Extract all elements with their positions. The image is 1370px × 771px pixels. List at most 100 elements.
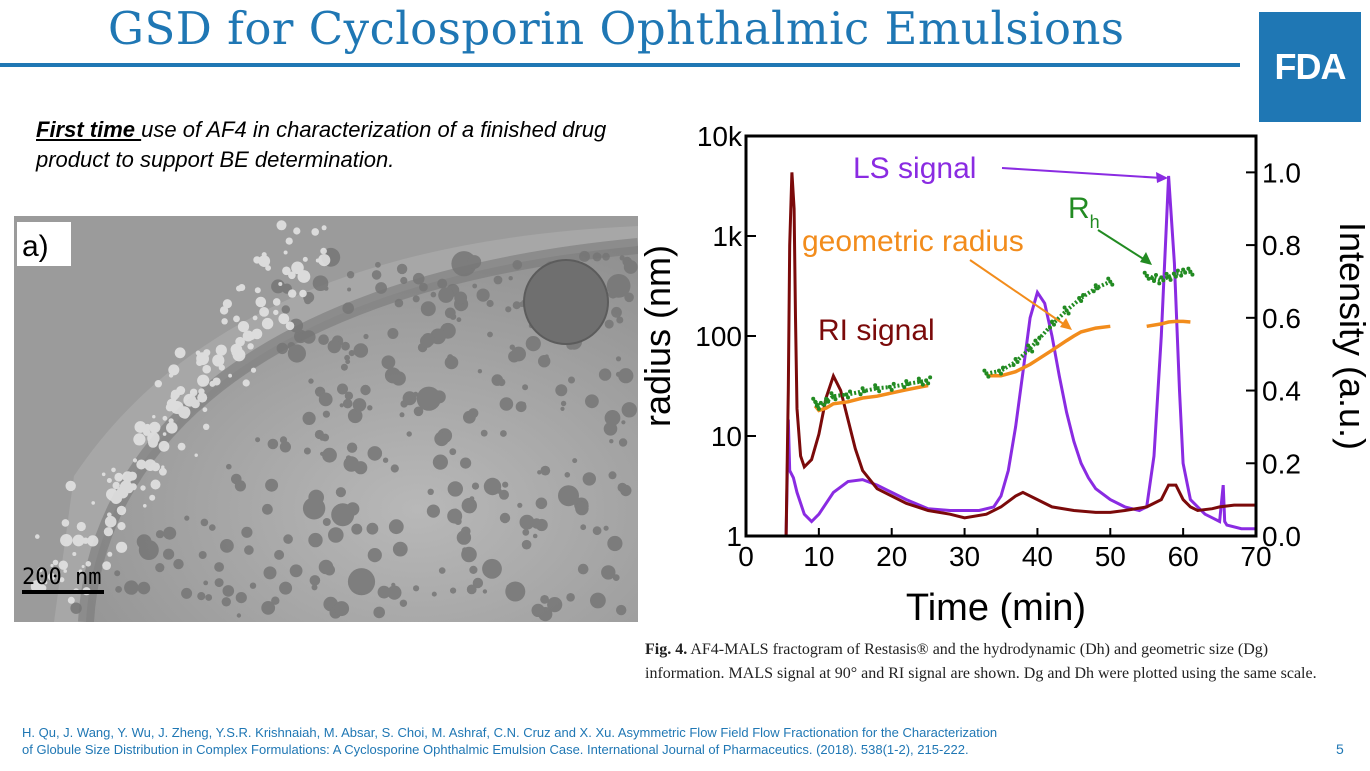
bright-particle [168,418,174,424]
rh-label: Rh [1068,192,1100,232]
globule [412,272,425,285]
globule [394,298,404,308]
bright-particle [170,401,184,414]
globule [267,438,279,450]
globule [304,296,312,305]
globule [493,275,503,285]
geometric-arrow [969,259,1066,326]
globule [472,283,478,289]
rh-point [986,374,991,379]
bright-particle [65,480,76,492]
reference-citation: H. Qu, J. Wang, Y. Wu, J. Zheng, Y.S.R. … [22,724,1222,758]
bright-particle [158,440,170,452]
bright-particle [134,421,147,433]
globule [311,584,318,591]
globule [184,515,190,521]
rh-point [1106,276,1111,281]
reference-line-1: H. Qu, J. Wang, Y. Wu, J. Zheng, Y.S.R. … [22,725,998,740]
bright-particle [196,359,204,366]
globule [163,526,177,540]
globule [560,400,567,407]
globule [271,596,280,605]
globule [303,447,311,455]
bright-particle [222,299,232,309]
globule [616,604,627,616]
rh-point [873,383,878,388]
globule [344,354,350,361]
bright-particle [78,569,83,573]
globule [558,485,579,507]
globule [521,539,532,550]
globule [608,471,617,480]
intro-rest: use of AF4 in characterization of a fini… [36,117,607,172]
bright-particle [50,563,54,568]
globule [271,279,286,294]
globule [342,398,353,409]
globule [261,601,276,615]
globule [347,568,376,596]
globule [203,580,209,586]
bright-particle [250,367,257,373]
cryo-tem-micrograph: a) 200 nm [14,216,638,622]
bright-particle [315,258,320,263]
y-right-tick-label: 0.8 [1262,230,1301,261]
globule [480,429,488,437]
globule [601,565,616,580]
bright-particle [82,537,89,544]
page-number: 5 [1336,741,1344,757]
bright-particle [259,307,269,317]
globule [566,593,575,602]
bright-particle [218,364,225,371]
bright-particle [151,462,161,472]
globule [447,508,463,524]
globule [508,276,513,281]
globule [511,346,526,362]
globule [302,497,326,520]
globule [124,580,139,595]
globule [346,442,358,453]
globule [281,305,290,314]
globule [617,482,628,493]
globule [335,487,346,498]
globule [318,559,334,575]
bright-particle [252,315,258,321]
globule [312,275,329,291]
globule [540,465,551,476]
globule [387,585,402,600]
globule [469,565,478,574]
bright-particle [76,521,86,532]
globule [482,558,502,579]
globule [363,333,369,340]
bright-particle [219,306,229,315]
globule [322,410,330,418]
globule [430,291,437,298]
bright-particle [150,479,161,490]
globule [623,260,638,274]
rh-point [1142,270,1147,275]
rh-point [1164,271,1169,276]
bright-particle [202,364,211,374]
globule [390,464,399,473]
globule [321,433,330,442]
globule [450,587,457,594]
bright-particle [103,527,113,537]
bright-particle [152,415,156,419]
bright-particle [106,478,112,483]
globule [469,496,475,501]
bright-particle [110,493,122,504]
globule [419,282,428,292]
panel-label-box [17,222,71,266]
globule [482,589,488,594]
bright-particle [149,494,156,501]
globule [540,595,549,604]
globule [173,558,184,570]
globule [406,431,412,437]
globule [522,528,530,536]
bright-particle [154,380,162,388]
globule [444,355,459,370]
globule [555,384,568,397]
bright-particle [285,237,293,245]
globule [265,478,279,492]
bright-particle [228,373,233,378]
globule [509,344,515,350]
